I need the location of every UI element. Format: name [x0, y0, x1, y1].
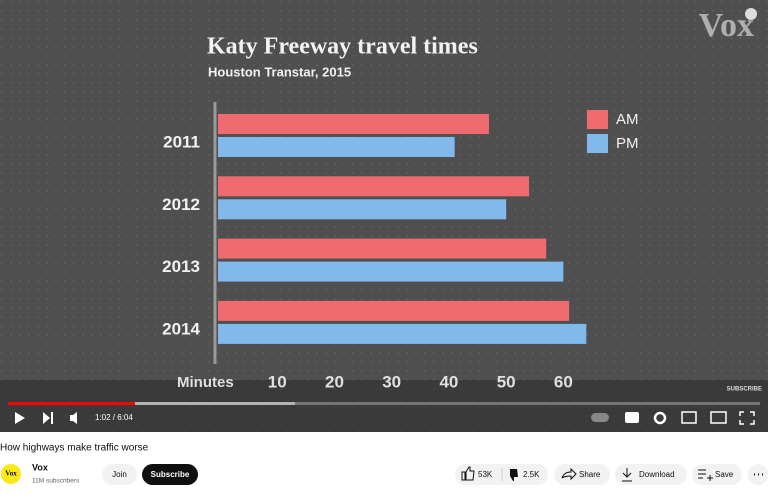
bar: [218, 324, 586, 344]
chart-subtitle: Houston Transtar, 2015: [208, 64, 351, 79]
chart-title: Katy Freeway travel times: [207, 34, 478, 60]
dislike-count: 2.5K: [523, 470, 540, 479]
info-icon[interactable]: [745, 8, 757, 20]
bar: [218, 176, 529, 196]
time-display: 1:02 / 6:04: [95, 413, 133, 422]
download-label: Download: [639, 470, 675, 479]
legend-swatch: [587, 110, 608, 129]
x-tick-label: 40: [439, 372, 458, 391]
legend-swatch: [587, 134, 608, 153]
y-tick-label: 2011: [163, 132, 200, 151]
x-tick-label: 30: [382, 372, 401, 391]
share-label: Share: [579, 470, 601, 479]
y-tick-label: 2012: [162, 195, 200, 214]
bar: [218, 262, 563, 282]
subscriber-count: 11M subscribers: [32, 478, 80, 485]
x-tick-label: 60: [554, 372, 573, 391]
x-axis-label: Minutes: [177, 374, 234, 391]
like-count[interactable]: 53K: [478, 470, 493, 479]
bar: [218, 199, 506, 219]
subscribe-overlay[interactable]: SUBSCRIBE: [727, 387, 762, 393]
channel-name[interactable]: Vox: [32, 462, 48, 472]
bar: [218, 137, 455, 157]
y-tick-label: 2014: [162, 319, 200, 338]
join-label: Join: [112, 470, 127, 479]
bar: [218, 114, 489, 134]
bar: [218, 239, 546, 259]
subscribe-label: Subscribe: [151, 470, 190, 479]
y-tick-label: 2013: [162, 257, 200, 276]
progress-played: [8, 402, 135, 405]
x-tick-label: 20: [325, 372, 344, 391]
legend-label: AM: [616, 111, 639, 128]
legend-label: PM: [616, 135, 639, 152]
save-label: Save: [715, 470, 734, 479]
bar: [218, 301, 569, 321]
autoplay-toggle[interactable]: [591, 413, 609, 422]
more-button[interactable]: [748, 464, 768, 485]
x-tick-label: 50: [497, 372, 516, 391]
video-title: How highways make traffic worse: [0, 443, 149, 454]
avatar-text: Vox: [5, 470, 17, 478]
x-tick-label: 10: [268, 372, 287, 391]
captions-button[interactable]: [625, 412, 639, 423]
